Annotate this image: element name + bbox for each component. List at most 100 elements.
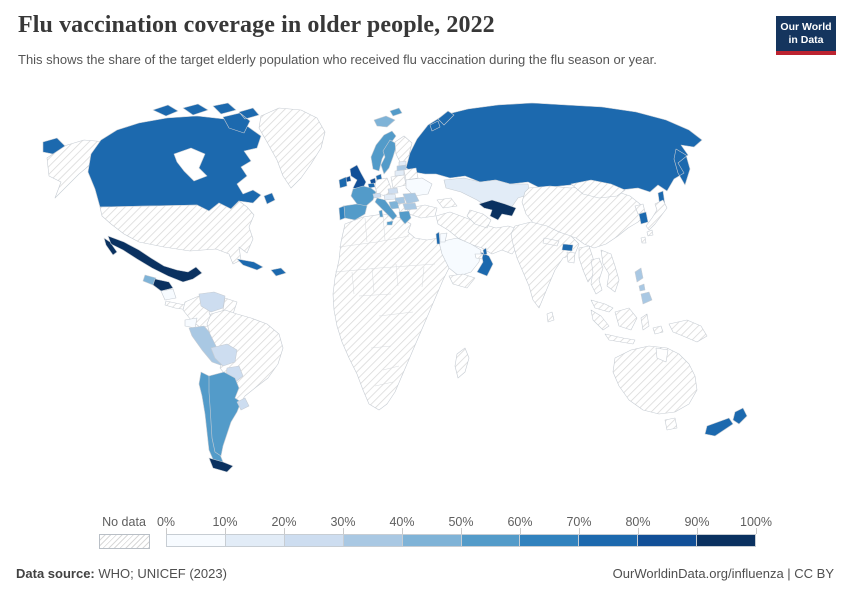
country-mexico[interactable] [103, 235, 203, 283]
country-svalbard[interactable] [389, 107, 403, 117]
country-czechia[interactable] [387, 187, 399, 195]
country-india[interactable] [510, 221, 580, 309]
country-madagascar[interactable] [454, 347, 470, 379]
country-saudi-arabia[interactable] [438, 237, 482, 277]
legend-tick-mark [284, 528, 285, 534]
legend-tick-label: 90% [684, 515, 710, 529]
country-finland[interactable] [394, 135, 413, 165]
country-italy[interactable] [374, 197, 398, 226]
country-united-states[interactable] [99, 200, 255, 265]
country-australia[interactable] [612, 345, 698, 415]
legend-tick-label: 100% [740, 515, 772, 529]
country-tasmania[interactable] [664, 417, 678, 431]
legend-bin[interactable] [343, 535, 403, 546]
legend-bin[interactable] [461, 535, 521, 546]
owid-logo[interactable]: Our World in Data [776, 16, 836, 55]
data-source-label: Data source: [16, 566, 95, 581]
country-uruguay[interactable] [236, 397, 250, 411]
country-indonesia[interactable] [590, 307, 664, 345]
gulf-of-carpentaria [655, 347, 669, 363]
country-ukraine[interactable] [405, 177, 433, 197]
country-sweden[interactable] [380, 139, 398, 175]
legend-bin[interactable] [284, 535, 344, 546]
data-source-value: WHO; UNICEF (2023) [94, 566, 227, 581]
legend-color-bar [166, 534, 756, 547]
country-dominican-republic[interactable] [270, 267, 287, 277]
legend-tick-mark [520, 528, 521, 534]
country-myanmar[interactable] [578, 245, 596, 283]
country-argentina[interactable] [208, 371, 242, 457]
country-south-korea[interactable] [638, 211, 649, 225]
country-israel[interactable] [435, 231, 441, 245]
country-oman[interactable] [476, 251, 494, 277]
country-france[interactable] [350, 185, 377, 208]
country-thailand[interactable] [590, 257, 604, 295]
country-honduras[interactable] [152, 278, 174, 292]
country-tierra-del-fuego[interactable] [208, 457, 234, 473]
country-bhutan[interactable] [561, 243, 574, 252]
legend-bin[interactable] [520, 535, 580, 546]
country-taiwan[interactable] [640, 236, 647, 244]
country-belarus[interactable] [403, 167, 419, 181]
country-sri-lanka[interactable] [546, 311, 555, 323]
legend-tick-label: 10% [212, 515, 238, 529]
legend-bin[interactable] [225, 535, 285, 546]
legend-bin[interactable] [638, 535, 698, 546]
country-caucasus[interactable] [436, 197, 458, 209]
country-chukotka-russia[interactable] [42, 137, 66, 155]
country-venezuela[interactable] [198, 291, 226, 313]
owid-logo-line1: Our World [780, 21, 832, 33]
legend-no-data-swatch[interactable] [99, 534, 150, 549]
country-ireland[interactable] [338, 176, 348, 189]
country-newfoundland[interactable] [263, 192, 276, 205]
country-yemen[interactable] [448, 273, 476, 289]
country-jordan[interactable] [439, 232, 448, 243]
legend-tick-label: 50% [448, 515, 474, 529]
country-mongolia[interactable] [570, 179, 626, 199]
legend-tick-label: 40% [389, 515, 415, 529]
country-bulgaria[interactable] [402, 202, 418, 211]
legend-bin[interactable] [167, 535, 226, 546]
legend-tick-mark [756, 528, 757, 534]
country-malaysia[interactable] [590, 299, 614, 313]
country-switzerland[interactable] [372, 192, 382, 199]
country-austria[interactable] [383, 193, 397, 201]
country-nepal[interactable] [542, 237, 560, 247]
country-nicaragua[interactable] [160, 288, 177, 301]
legend-tick-mark [402, 528, 403, 534]
country-poland[interactable] [390, 174, 407, 189]
country-greenland[interactable] [258, 107, 326, 189]
footer-link-text[interactable]: OurWorldinData.org/influenza | CC BY [612, 566, 834, 581]
legend-tick-mark [697, 528, 698, 534]
country-new-zealand[interactable] [704, 407, 748, 437]
country-iceland[interactable] [373, 115, 396, 128]
country-vietnam-laos[interactable] [600, 249, 620, 293]
country-ecuador[interactable] [184, 317, 198, 329]
legend-tick-mark [166, 528, 167, 534]
country-africa-region[interactable] [332, 213, 470, 411]
country-bolivia[interactable] [210, 343, 238, 367]
country-novaya-zemlya[interactable] [429, 110, 455, 132]
country-bangladesh[interactable] [566, 251, 576, 264]
country-uzbekistan[interactable] [478, 199, 517, 221]
legend-bin[interactable] [579, 535, 639, 546]
country-japan[interactable] [645, 199, 668, 237]
data-source-text: Data source: WHO; UNICEF (2023) [16, 566, 227, 581]
country-romania[interactable] [402, 192, 420, 205]
country-philippines[interactable] [634, 267, 653, 305]
legend-bin[interactable] [402, 535, 462, 546]
country-qatar[interactable] [482, 247, 488, 256]
legend-tick-label: 60% [507, 515, 533, 529]
country-kazakhstan[interactable] [443, 177, 531, 209]
country-portugal[interactable] [338, 205, 346, 221]
country-new-guinea[interactable] [668, 319, 708, 343]
legend-tick-label: 70% [566, 515, 592, 529]
country-cuba[interactable] [236, 258, 264, 271]
legend-bin[interactable] [697, 535, 756, 546]
country-turkmenistan[interactable] [466, 209, 492, 229]
legend-tick-mark [225, 528, 226, 534]
country-uae[interactable] [474, 253, 484, 260]
country-greece[interactable] [398, 210, 412, 225]
country-canadian-arctic-islands[interactable] [152, 102, 260, 134]
